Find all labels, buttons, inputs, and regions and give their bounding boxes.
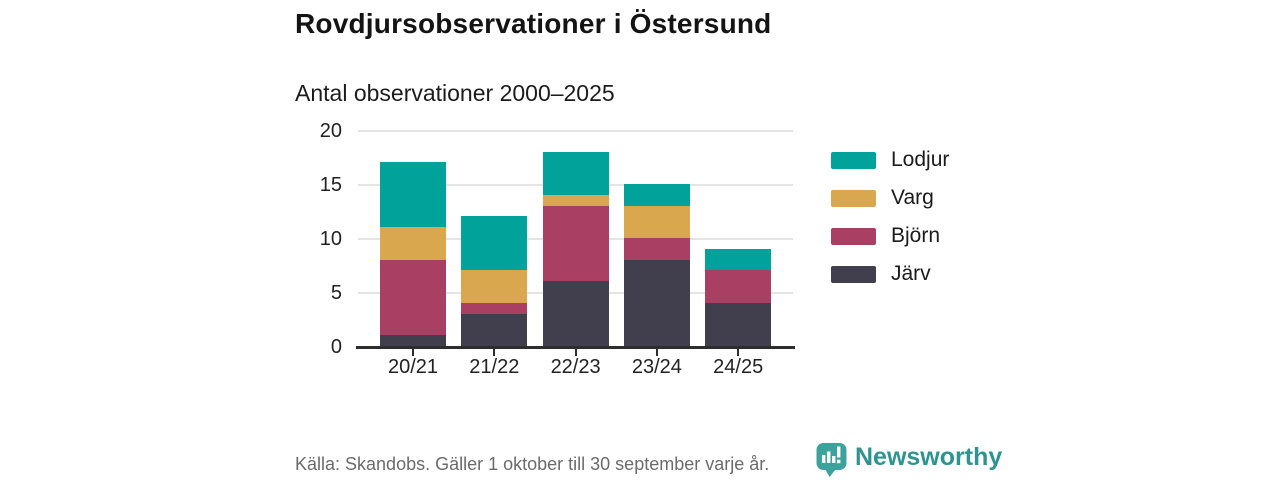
bar-segment-lodjur-20-21 bbox=[380, 162, 446, 228]
legend: Lodjur Varg Björn Järv bbox=[831, 148, 949, 300]
legend-label-bjorn: Björn bbox=[891, 224, 941, 247]
bar-segment-lodjur-22-23 bbox=[542, 151, 609, 195]
y-tick-label-5: 5 bbox=[330, 282, 342, 304]
bar-segment-jarv-20-21 bbox=[380, 335, 446, 346]
bar-segment-jarv-22-23 bbox=[542, 281, 609, 346]
bar-segment-jarv-23-24 bbox=[623, 259, 690, 346]
y-axis: 0 5 10 15 20 bbox=[280, 120, 342, 358]
chart-subtitle: Antal observationer 2000–2025 bbox=[295, 80, 615, 106]
bar-segment-lodjur-24-25 bbox=[705, 248, 772, 271]
bar-segment-bjorn-24-25 bbox=[705, 270, 772, 303]
chart-title: Rovdjursobservationer i Östersund bbox=[295, 8, 772, 39]
legend-swatch-bjorn bbox=[831, 227, 876, 245]
source-note: Källa: Skandobs. Gäller 1 oktober till 3… bbox=[295, 454, 770, 474]
gridline-20 bbox=[358, 130, 793, 132]
x-tick-20-21 bbox=[412, 349, 414, 356]
x-tick-22-23 bbox=[574, 349, 577, 356]
bar-segment-bjorn-20-21 bbox=[380, 259, 446, 336]
y-tick-label-10: 10 bbox=[319, 228, 342, 250]
x-axis: 20/21 21/22 22/23 23/24 24/25 bbox=[358, 356, 793, 384]
bar-segment-varg-23-24 bbox=[623, 205, 690, 239]
legend-label-varg: Varg bbox=[891, 186, 934, 209]
y-tick-label-20: 20 bbox=[319, 120, 342, 142]
y-tick-label-15: 15 bbox=[319, 174, 342, 196]
bar-segment-varg-21-22 bbox=[461, 270, 528, 303]
legend-swatch-lodjur bbox=[831, 151, 876, 169]
bar-21-22 bbox=[461, 216, 528, 346]
x-tick-label-21-22: 21/22 bbox=[469, 356, 520, 378]
bar-segment-jarv-21-22 bbox=[461, 313, 528, 346]
x-axis-line bbox=[356, 346, 795, 349]
legend-item-lodjur: Lodjur bbox=[831, 148, 949, 172]
plot-area bbox=[356, 130, 795, 356]
bar-segment-jarv-24-25 bbox=[705, 302, 772, 346]
bar-segment-bjorn-23-24 bbox=[623, 238, 690, 260]
bar-chart-speech-bubble-icon bbox=[816, 443, 847, 477]
bar-segment-lodjur-23-24 bbox=[623, 184, 690, 206]
bar-24-25 bbox=[705, 248, 772, 346]
x-tick-23-24 bbox=[655, 349, 658, 356]
x-tick-label-24-25: 24/25 bbox=[713, 356, 764, 378]
bar-23-24 bbox=[623, 184, 690, 346]
bar-segment-varg-20-21 bbox=[380, 227, 446, 260]
legend-item-varg: Varg bbox=[831, 186, 949, 210]
bar-segment-varg-22-23 bbox=[542, 194, 609, 206]
bar-segment-bjorn-21-22 bbox=[461, 302, 528, 314]
x-tick-24-25 bbox=[737, 349, 740, 356]
bar-20-21 bbox=[380, 162, 446, 346]
legend-item-bjorn: Björn bbox=[831, 224, 949, 248]
newsworthy-logo-link[interactable]: Newsworthy bbox=[815, 442, 1002, 478]
x-tick-label-22-23: 22/23 bbox=[550, 356, 601, 378]
legend-label-lodjur: Lodjur bbox=[891, 148, 950, 171]
legend-label-jarv: Järv bbox=[891, 262, 931, 285]
x-tick-label-20-21: 20/21 bbox=[387, 356, 439, 378]
legend-swatch-varg bbox=[831, 189, 876, 207]
legend-swatch-jarv bbox=[831, 265, 876, 283]
x-tick-21-22 bbox=[493, 349, 496, 356]
x-tick-label-23-24: 23/24 bbox=[631, 356, 682, 378]
y-tick-label-0: 0 bbox=[330, 336, 342, 358]
bar-segment-lodjur-21-22 bbox=[461, 216, 528, 271]
bar-22-23 bbox=[542, 151, 609, 346]
brand-name: Newsworthy bbox=[855, 443, 1003, 471]
legend-item-jarv: Järv bbox=[831, 262, 949, 286]
bar-segment-bjorn-22-23 bbox=[542, 205, 609, 282]
